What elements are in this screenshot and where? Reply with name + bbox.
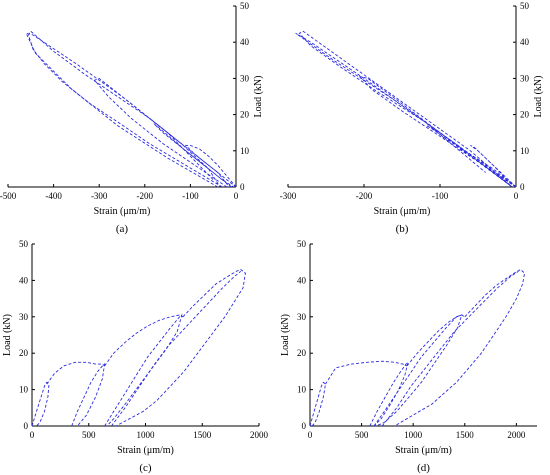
panel-label: (d) [417, 462, 430, 474]
series-line-1 [309, 381, 326, 427]
series-line-3 [71, 363, 106, 427]
y-tick-label: 20 [297, 348, 307, 358]
x-tick-label: -100 [182, 191, 199, 201]
series-line-2 [46, 361, 105, 385]
panel-label: (b) [396, 223, 409, 235]
y-tick-label: 10 [240, 146, 250, 156]
series-line-5 [104, 313, 183, 427]
series-line-5 [295, 32, 513, 188]
y-axis-title: Load (kN) [280, 314, 291, 356]
x-tick-label: 1500 [456, 430, 475, 440]
x-tick-label: 0 [308, 430, 313, 440]
series-line-7 [115, 268, 246, 427]
y-tick-label: 40 [240, 37, 250, 47]
chart-panel-d: 0 500 1000 1500 2000 0 10 20 30 40 50 Strain (μm/m)… [280, 239, 537, 474]
x-tick-label: 2000 [507, 430, 526, 440]
series-line-5 [373, 314, 463, 427]
x-tick-label: -200 [356, 191, 373, 201]
y-tick-label: 30 [520, 73, 530, 83]
x-axis-title: Strain (μm/m) [117, 445, 174, 456]
x-tick-label: -500 [0, 191, 17, 201]
x-axis-title: Strain (μm/m) [374, 206, 431, 217]
chart-panel-b: -300 -200 -100 00 10 20 30 40 50 Strain (μm/m) Loa… [280, 1, 544, 235]
y-tick-label: 50 [19, 239, 29, 249]
series-line-5 [25, 32, 219, 188]
series-line-7 [394, 268, 526, 427]
x-tick-label: 1500 [193, 430, 212, 440]
y-tick-label: 40 [520, 37, 530, 47]
y-tick-label: 20 [240, 110, 250, 120]
series-line-6 [111, 270, 242, 427]
x-axis-title: Strain (μm/m) [395, 445, 452, 456]
y-tick-label: 20 [520, 110, 530, 120]
y-tick-label: 10 [19, 385, 29, 395]
y-tick-label: 0 [24, 421, 29, 431]
y-axis-title: Load (kN) [253, 76, 264, 118]
series-line-1 [470, 144, 517, 188]
y-tick-label: 20 [19, 348, 29, 358]
y-axis-title: Load (kN) [2, 314, 13, 356]
y-tick-label: 0 [302, 421, 307, 431]
series-line-2 [325, 360, 408, 385]
x-tick-label: -100 [432, 191, 449, 201]
series-line-3 [93, 77, 230, 188]
series-line-2 [426, 125, 517, 188]
y-tick-label: 10 [297, 385, 307, 395]
series-line-3 [358, 75, 517, 188]
series-line-3 [369, 360, 409, 427]
y-tick-label: 50 [520, 1, 530, 11]
x-tick-label: 0 [234, 191, 239, 201]
y-axis-title: Load (kN) [533, 76, 544, 118]
series-line-2 [153, 123, 234, 188]
chart-panel-a: -500 -400 -300 -200 -100 00 10 20 30 40 50 Strain (… [0, 1, 264, 235]
x-tick-label: 0 [514, 191, 519, 201]
y-tick-label: 0 [520, 182, 525, 192]
y-tick-label: 40 [297, 275, 307, 285]
y-tick-label: 30 [240, 73, 250, 83]
series-line-1 [184, 144, 237, 188]
x-tick-label: 1000 [404, 430, 423, 440]
y-tick-label: 50 [240, 1, 250, 11]
y-tick-label: 30 [297, 312, 307, 322]
series-line-6 [381, 270, 519, 427]
panel-label: (a) [116, 223, 129, 235]
x-tick-label: 0 [30, 430, 35, 440]
x-tick-label: 500 [355, 430, 369, 440]
series-line-4 [28, 30, 223, 188]
x-tick-label: 2000 [250, 430, 269, 440]
x-tick-label: -200 [137, 191, 154, 201]
chart-panel-c: 0 500 1000 1500 2000 0 10 20 30 40 50 Strain (μm/m)… [2, 239, 269, 474]
x-tick-label: -400 [45, 191, 62, 201]
y-tick-label: 0 [240, 182, 245, 192]
y-tick-label: 30 [19, 312, 29, 322]
panel-label: (c) [139, 462, 152, 474]
x-tick-label: 1000 [137, 430, 156, 440]
series-line-4 [104, 314, 184, 367]
x-tick-label: 500 [82, 430, 96, 440]
x-axis-title: Strain (μm/m) [94, 206, 151, 217]
x-tick-label: -300 [280, 191, 297, 201]
y-tick-label: 50 [297, 239, 307, 249]
y-tick-label: 10 [520, 146, 530, 156]
series-line-1 [31, 381, 50, 427]
y-tick-label: 40 [19, 275, 29, 285]
x-tick-label: -300 [91, 191, 108, 201]
